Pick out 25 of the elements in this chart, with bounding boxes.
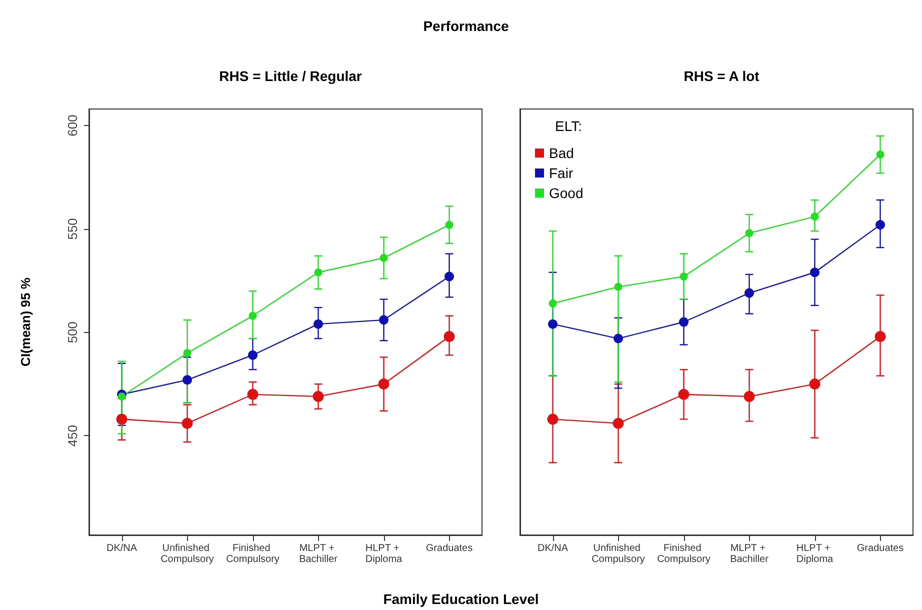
y-tick-label: 450 <box>65 424 80 447</box>
x-tick-label: HLPT + Diploma <box>796 543 834 565</box>
x-tick-label: DK/NA <box>537 543 568 554</box>
x-tick-label: Graduates <box>426 543 473 554</box>
legend-label: Bad <box>549 145 574 161</box>
x-tick-label: HLPT + Diploma <box>365 543 403 565</box>
legend-title: ELT: <box>555 118 582 134</box>
x-tick-label: Finished Compulsory <box>657 543 710 565</box>
y-axis-title: CI(mean) 95 % <box>18 277 33 366</box>
x-tick-label: MLPT + Bachiller <box>299 543 338 565</box>
x-tick-label: MLPT + Bachiller <box>730 543 770 565</box>
legend-label: Fair <box>549 165 574 181</box>
x-tick-label: Graduates <box>856 543 904 554</box>
y-tick-label: 550 <box>65 218 80 240</box>
y-tick-label: 500 <box>65 321 80 344</box>
legend-label: Good <box>549 185 584 201</box>
chart-subtitle: RHS = Little / Regular <box>219 68 362 84</box>
x-axis-title: Family Education Level <box>383 591 539 607</box>
y-tick-label: 600 <box>65 114 80 136</box>
x-tick-label: Unfinished Compulsory <box>160 543 214 565</box>
chart-subtitle: RHS = A lot <box>684 68 760 84</box>
x-tick-label: Unfinished Compulsory <box>592 543 645 565</box>
chart-title: Performance <box>423 18 510 34</box>
x-tick-label: DK/NA <box>106 543 138 554</box>
x-tick-label: Finished Compulsory <box>226 543 280 565</box>
